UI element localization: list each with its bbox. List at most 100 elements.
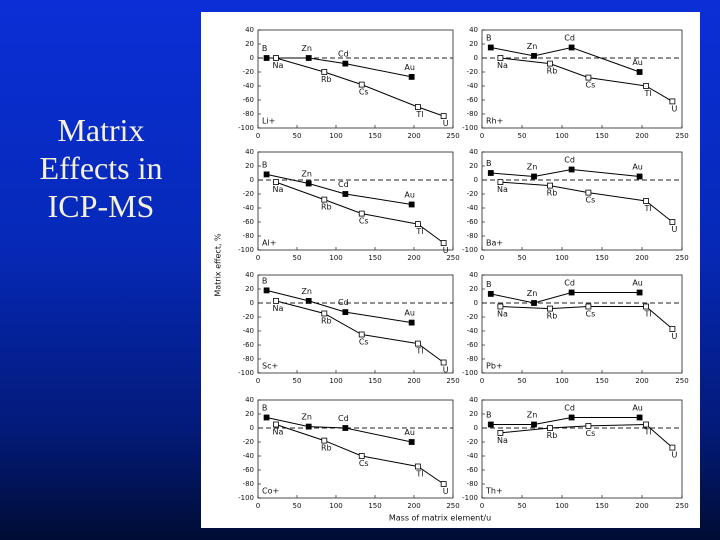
panel-label: Sc+ <box>262 362 278 371</box>
data-point <box>636 289 643 296</box>
data-point <box>568 166 575 173</box>
plot-frame <box>257 151 454 251</box>
point-label: B <box>486 34 492 43</box>
data-point <box>497 303 504 310</box>
x-tick-label: 0 <box>256 132 260 140</box>
panel-label: Th+ <box>485 487 503 496</box>
point-label: Na <box>272 428 283 437</box>
point-label: Cd <box>338 180 349 189</box>
figure-background <box>201 12 700 528</box>
y-tick-label: 0 <box>474 54 478 62</box>
point-label: Rb <box>321 444 332 453</box>
data-point <box>408 74 415 80</box>
point-label: U <box>671 332 677 341</box>
plot-frame <box>481 151 683 251</box>
data-point <box>636 173 643 180</box>
data-point <box>497 429 504 436</box>
point-label: U <box>671 225 677 234</box>
y-tick-label: -40 <box>467 327 478 335</box>
y-tick-label: 0 <box>474 299 478 307</box>
point-label: Rb <box>547 67 558 76</box>
data-point <box>263 171 270 178</box>
data-point <box>497 179 504 186</box>
data-point <box>358 453 365 459</box>
x-tick-label: 200 <box>407 377 420 385</box>
y-tick-label: -100 <box>238 246 254 254</box>
data-point <box>531 421 537 428</box>
plot-frame <box>257 29 454 129</box>
data-point <box>342 425 349 431</box>
y-tick-label: -20 <box>467 438 478 446</box>
point-label: Cd <box>338 414 349 423</box>
x-tick-label: 250 <box>446 502 459 510</box>
data-point <box>342 60 349 67</box>
point-label: Cd <box>564 404 575 413</box>
point-label: Au <box>632 163 643 172</box>
point-label: U <box>443 487 449 496</box>
data-point <box>547 60 553 67</box>
x-tick-label: 250 <box>446 254 459 262</box>
y-tick-label: -100 <box>238 369 254 377</box>
data-point <box>273 297 279 304</box>
point-label: Zn <box>527 163 538 172</box>
data-point <box>585 74 592 81</box>
panel-label: Co+ <box>262 487 279 496</box>
x-tick-label: 200 <box>635 377 648 385</box>
x-tick-label: 200 <box>407 132 420 140</box>
data-point <box>669 444 676 451</box>
y-tick-label: 40 <box>245 148 254 156</box>
y-tick-label: -80 <box>467 232 478 240</box>
y-tick-label: -60 <box>243 218 254 226</box>
x-tick-label: 200 <box>635 132 648 140</box>
x-tick-label: 100 <box>555 132 568 140</box>
data-point <box>414 104 421 110</box>
data-point <box>643 421 649 428</box>
y-tick-label: -20 <box>467 190 478 198</box>
series-line <box>266 289 412 324</box>
x-tick-label: 0 <box>256 377 260 385</box>
data-point <box>669 98 676 105</box>
x-tick-label: 50 <box>293 254 302 262</box>
y-tick-label: -100 <box>462 369 478 377</box>
point-label: Tl <box>643 89 651 98</box>
plot-frame <box>481 274 683 374</box>
data-point <box>643 198 649 204</box>
x-tick-label: 50 <box>293 132 302 140</box>
y-tick-label: -20 <box>243 68 254 76</box>
data-point <box>305 423 312 430</box>
data-point <box>321 69 328 75</box>
series-line <box>490 168 640 178</box>
series-line <box>490 417 640 425</box>
data-point <box>547 425 553 431</box>
data-point <box>568 289 575 296</box>
x-tick-label: 200 <box>407 254 420 262</box>
point-label: Au <box>404 428 415 437</box>
y-tick-label: 40 <box>469 396 478 404</box>
x-tick-label: 50 <box>518 502 527 510</box>
data-point <box>321 310 328 317</box>
panel-label: Pb+ <box>486 362 503 371</box>
data-point <box>358 81 365 88</box>
x-tick-label: 100 <box>329 502 342 510</box>
point-label: Zn <box>301 287 312 296</box>
data-point <box>358 331 365 338</box>
y-tick-label: -80 <box>467 110 478 118</box>
x-tick-label: 250 <box>446 377 459 385</box>
x-tick-label: 50 <box>518 377 527 385</box>
point-label: B <box>486 159 492 168</box>
y-tick-label: -40 <box>467 204 478 212</box>
data-point <box>643 303 649 310</box>
x-tick-label: 0 <box>256 254 260 262</box>
data-point <box>568 44 575 51</box>
point-label: Au <box>632 279 643 288</box>
y-tick-label: 20 <box>245 162 254 170</box>
point-label: Tl <box>415 110 423 119</box>
data-point <box>440 113 447 119</box>
slide-title: Matrix Effects in ICP-MS <box>39 112 163 224</box>
x-tick-label: 100 <box>555 254 568 262</box>
y-tick-label: -40 <box>243 82 254 90</box>
series-line <box>266 417 412 443</box>
x-tick-label: 0 <box>480 254 484 262</box>
point-label: Cs <box>586 429 596 438</box>
series-line <box>490 46 640 73</box>
